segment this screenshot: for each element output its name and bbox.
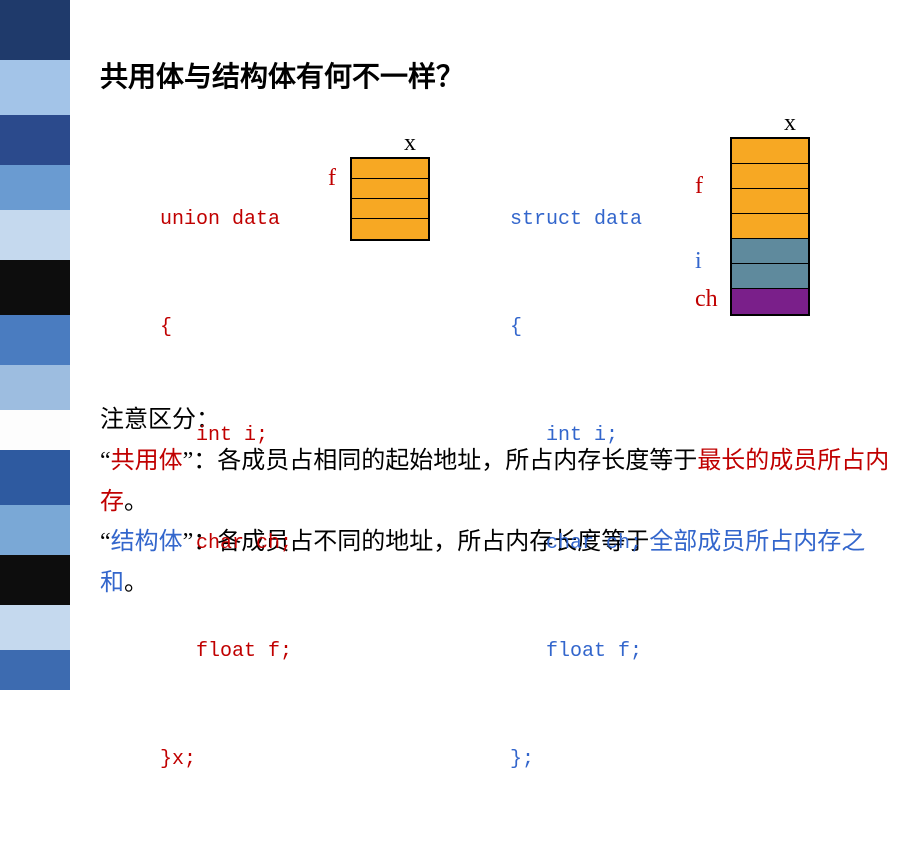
sidebar-block: [0, 365, 70, 410]
code-line: {: [160, 310, 292, 346]
sidebar-block: [0, 505, 70, 555]
union-memory-diagram: x f: [350, 130, 430, 241]
sidebar-block: [0, 650, 70, 690]
union-memory-box: [350, 157, 430, 241]
struct-label-f: f: [695, 173, 703, 200]
memory-cell: [732, 189, 808, 214]
code-line: struct data: [510, 202, 642, 238]
memory-cell: [352, 219, 428, 239]
memory-cell: [732, 264, 808, 289]
struct-code-block: struct data { int i; char ch; float f; }…: [510, 130, 642, 850]
memory-cell: [732, 289, 808, 314]
code-line: float f;: [160, 634, 292, 670]
sidebar-block: [0, 115, 70, 165]
decorative-sidebar: [0, 0, 70, 690]
sidebar-block: [0, 605, 70, 650]
code-line: };: [510, 742, 642, 778]
union-x-label: x: [390, 130, 430, 157]
memory-cell: [732, 139, 808, 164]
sidebar-block: [0, 0, 70, 60]
sidebar-block: [0, 450, 70, 505]
slide-content: 共用体与结构体有何不一样？ union data { int i; char c…: [100, 55, 890, 604]
sidebar-block: [0, 315, 70, 365]
memory-cell: [732, 239, 808, 264]
struct-x-label: x: [770, 110, 810, 137]
code-line: int i;: [160, 418, 292, 454]
code-line: float f;: [510, 634, 642, 670]
sidebar-block: [0, 60, 70, 115]
sidebar-block: [0, 210, 70, 260]
struct-memory-box: [730, 137, 810, 316]
memory-cell: [352, 159, 428, 179]
code-line: char ch;: [510, 526, 642, 562]
code-line: union data: [160, 202, 292, 238]
struct-label-ch: ch: [695, 286, 718, 313]
sidebar-block: [0, 410, 70, 450]
union-f-label: f: [328, 165, 336, 192]
code-line: char ch;: [160, 526, 292, 562]
memory-cell: [352, 179, 428, 199]
union-code-block: union data { int i; char ch; float f; }x…: [160, 130, 292, 850]
struct-memory-diagram: x fich: [730, 110, 810, 316]
code-line: {: [510, 310, 642, 346]
struct-label-i: i: [695, 248, 702, 275]
memory-cell: [732, 164, 808, 189]
memory-cell: [732, 214, 808, 239]
code-line: int i;: [510, 418, 642, 454]
sidebar-block: [0, 165, 70, 210]
code-diagram-area: union data { int i; char ch; float f; }x…: [100, 130, 890, 350]
sidebar-block: [0, 555, 70, 605]
slide-title: 共用体与结构体有何不一样？: [100, 55, 890, 95]
memory-cell: [352, 199, 428, 219]
sidebar-block: [0, 260, 70, 315]
code-line: }x;: [160, 742, 292, 778]
